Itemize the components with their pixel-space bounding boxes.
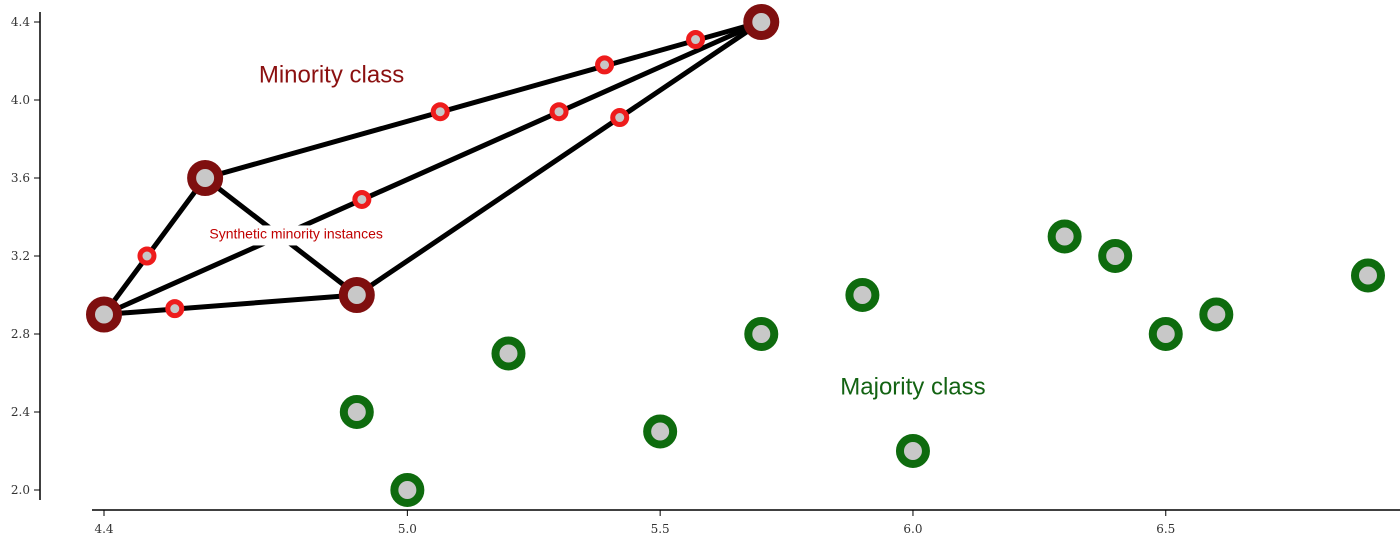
majority-point xyxy=(339,395,374,429)
y-tick-label: 2.4 xyxy=(11,405,30,419)
y-tick-label: 2.8 xyxy=(11,327,30,341)
annotation-label: Minority class xyxy=(259,61,404,88)
x-tick-label: 5.5 xyxy=(651,522,670,536)
x-tick-label: 6.5 xyxy=(1156,522,1175,536)
y-tick-label: 4.4 xyxy=(11,15,30,29)
interpolation-line xyxy=(101,292,360,317)
majority-point xyxy=(1199,297,1234,332)
majority-point xyxy=(1047,219,1082,254)
x-tick-label: 6.0 xyxy=(903,522,922,536)
x-tick-label: 5.0 xyxy=(398,522,417,536)
majority-point xyxy=(1098,239,1133,273)
annotation-label: Majority class xyxy=(840,373,985,400)
interpolation-line xyxy=(202,19,764,181)
interpolation-line xyxy=(354,19,764,298)
axes: 4.4 5.0 5.5 6.0 6.5 2.0 2.4 2.8 3.2 3.6 4.0 4.4 xyxy=(11,12,1400,536)
y-tick-label: 4.0 xyxy=(11,93,30,107)
synthetic-point xyxy=(686,30,706,50)
annotation-label: Synthetic minority instances xyxy=(209,225,383,241)
y-tick-label: 3.2 xyxy=(11,249,30,263)
majority-point xyxy=(643,414,678,449)
y-tick-label: 3.6 xyxy=(11,171,30,185)
majority-point xyxy=(845,278,880,312)
synthetic-point xyxy=(137,246,157,266)
interpolation-line xyxy=(101,19,764,317)
synthetic-point xyxy=(352,189,372,209)
x-tick-label: 4.4 xyxy=(94,522,113,536)
synthetic-point xyxy=(430,102,450,122)
synthetic-point xyxy=(595,55,615,75)
majority-point xyxy=(1148,317,1183,351)
synthetic-point xyxy=(610,108,630,128)
y-ticks: 2.0 2.4 2.8 3.2 3.6 4.0 4.4 xyxy=(11,15,40,497)
annotation-background xyxy=(194,225,399,246)
x-ticks: 4.4 5.0 5.5 6.0 6.5 xyxy=(94,510,1175,536)
majority-point xyxy=(744,317,779,351)
minority-point xyxy=(86,296,122,333)
synthetic-point xyxy=(165,299,185,319)
majority-point xyxy=(895,434,930,468)
data-points xyxy=(86,4,1385,507)
minority-point xyxy=(187,160,224,196)
synthetic-point xyxy=(549,102,569,122)
minority-point xyxy=(338,277,375,313)
majority-point xyxy=(390,473,425,507)
annotations: Minority class Synthetic minority instanc… xyxy=(194,61,986,400)
majority-point xyxy=(1351,258,1385,293)
interpolation-line xyxy=(101,175,208,317)
minority-point xyxy=(743,4,780,40)
majority-point xyxy=(491,336,526,371)
y-tick-label: 2.0 xyxy=(11,483,30,497)
